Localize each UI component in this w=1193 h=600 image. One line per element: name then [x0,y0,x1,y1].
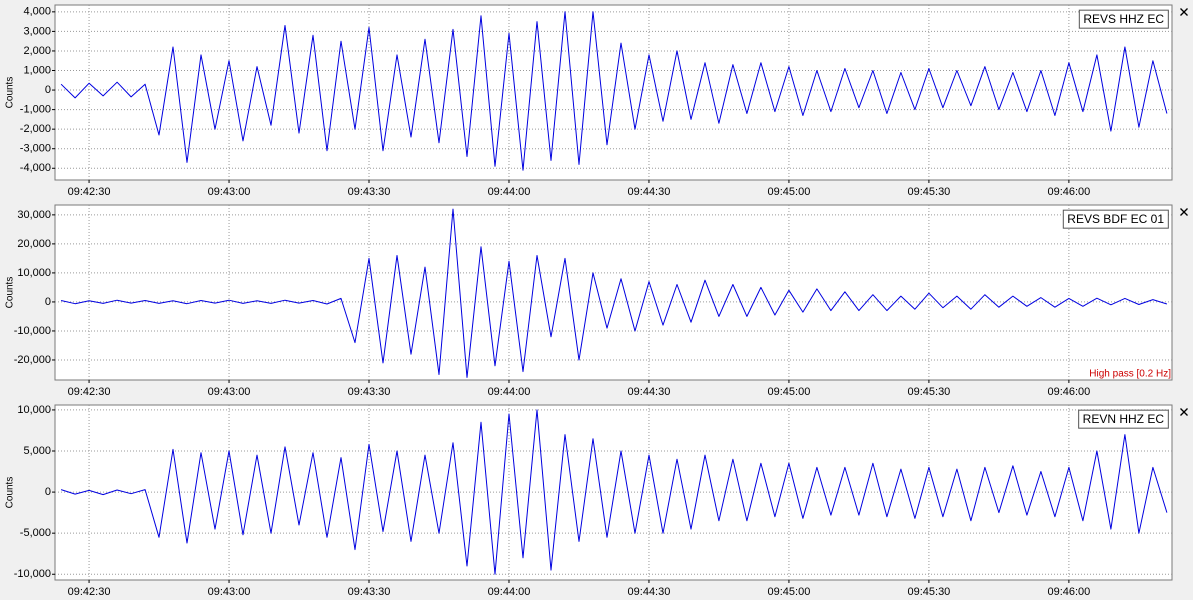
y-tick-label: 0 [45,84,51,96]
y-tick-label: -3,000 [20,143,51,155]
panel: -20,000 -10,000 0 10,000 20,000 30,000 09:42:3… [5,204,1188,398]
annotation: High pass [0.2 Hz] [1089,369,1171,380]
x-tick-label: 09:43:30 [348,386,391,398]
waveform [60,208,1168,378]
y-tick-label: 30,000 [17,209,51,221]
y-tick-label: 20,000 [17,238,51,250]
y-tick-label: -10,000 [14,325,51,337]
y-tick-label: 5,000 [23,445,51,457]
y-tick-label: -5,000 [20,527,51,539]
y-tick-label: 4,000 [23,6,51,18]
x-tick-label: 09:44:00 [488,386,531,398]
legend-label: REVS HHZ EC [1083,12,1164,26]
x-tick-label: 09:45:30 [907,186,950,198]
waveform [60,409,1168,575]
x-tick-label: 09:46:00 [1047,586,1090,598]
y-tick-label: 10,000 [17,267,51,279]
y-axis-label: Counts [5,277,16,309]
legend-label: REVS BDF EC 01 [1067,212,1164,226]
x-tick-label: 09:43:30 [348,186,391,198]
y-tick-label: 0 [45,296,51,308]
close-button[interactable] [1180,408,1188,416]
y-tick-label: 2,000 [23,45,51,57]
y-tick-label: -1,000 [20,104,51,116]
close-icon [1180,208,1188,216]
x-tick-label: 09:45:00 [768,386,811,398]
x-tick-label: 09:42:30 [68,386,111,398]
y-axis-label: Counts [5,77,16,109]
close-button[interactable] [1180,208,1188,216]
legend-box [1078,409,1169,429]
panel: -4,000 -3,000 -2,000 -1,000 0 1,000 2,000 3,000… [5,4,1188,198]
x-tick-label: 09:46:00 [1047,186,1090,198]
x-tick-label: 09:44:30 [628,186,671,198]
x-tick-label: 09:43:00 [208,186,251,198]
waveform [60,11,1168,171]
legend-label: REVN HHZ EC [1083,412,1165,426]
plot-area [54,4,1173,181]
x-tick-label: 09:44:00 [488,186,531,198]
y-tick-label: 10,000 [17,404,51,416]
x-tick-label: 09:45:00 [768,586,811,598]
x-tick-label: 09:46:00 [1047,386,1090,398]
y-axis-label: Counts [5,477,16,509]
close-icon [1180,8,1188,16]
close-icon [1180,408,1188,416]
y-tick-label: -20,000 [14,354,51,366]
y-tick-label: -2,000 [20,123,51,135]
close-button[interactable] [1180,8,1188,16]
x-tick-label: 09:43:30 [348,586,391,598]
y-tick-label: -10,000 [14,568,51,580]
plot-area [54,204,1173,381]
x-tick-label: 09:45:30 [907,386,950,398]
y-tick-label: 1,000 [23,64,51,76]
x-tick-label: 09:42:30 [68,186,111,198]
legend-box [1078,9,1169,29]
y-tick-label: -4,000 [20,162,51,174]
legend-box [1062,209,1169,229]
x-tick-label: 09:43:00 [208,386,251,398]
x-tick-label: 09:44:30 [628,386,671,398]
x-tick-label: 09:44:30 [628,586,671,598]
x-tick-label: 09:42:30 [68,586,111,598]
x-tick-label: 09:44:00 [488,586,531,598]
x-tick-label: 09:43:00 [208,586,251,598]
x-tick-label: 09:45:00 [768,186,811,198]
y-tick-label: 0 [45,486,51,498]
x-tick-label: 09:45:30 [907,586,950,598]
y-tick-label: 3,000 [23,25,51,37]
panel: -10,000 -5,000 0 5,000 10,000 09:42:30 09:43:0… [5,404,1188,598]
